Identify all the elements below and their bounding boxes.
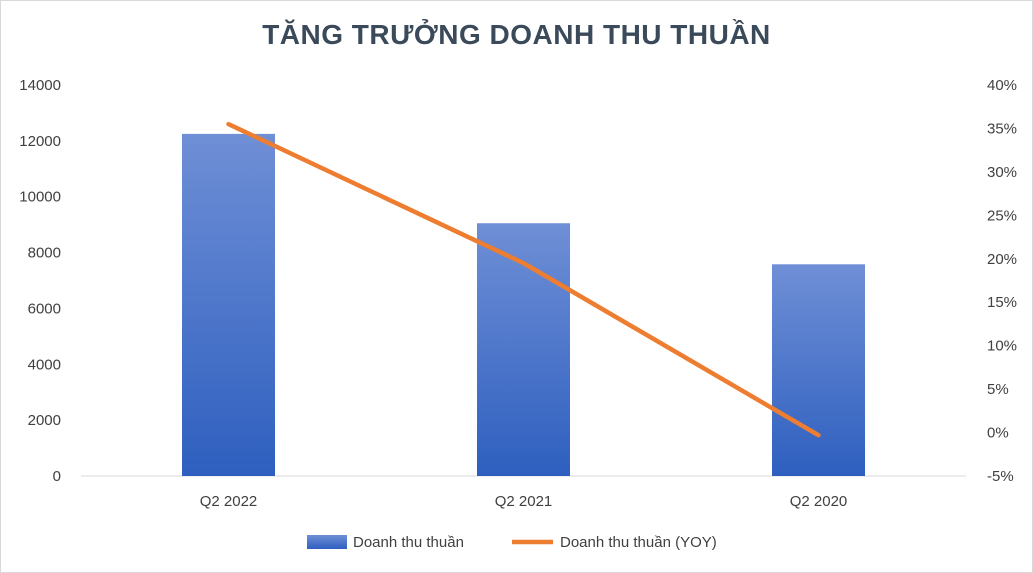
right-axis-tick-label: 30% (987, 164, 1017, 181)
bar (182, 133, 275, 476)
right-axis-tick-label: 25% (987, 207, 1017, 224)
x-axis-tick-label: Q2 2021 (495, 493, 553, 510)
right-axis-tick-label: 40% (987, 77, 1017, 94)
right-axis-tick-label: 0% (987, 425, 1009, 442)
right-axis-tick-label: 35% (987, 120, 1017, 137)
right-axis-tick-label: 20% (987, 251, 1017, 268)
left-axis-tick-label: 4000 (28, 356, 61, 373)
x-axis-tick-label: Q2 2020 (790, 493, 848, 510)
left-axis-tick-label: 8000 (28, 245, 61, 262)
left-axis-tick-label: 6000 (28, 300, 61, 317)
left-axis-tick-label: 2000 (28, 412, 61, 429)
left-axis-tick-label: 0 (53, 468, 61, 485)
legend-bar-label: Doanh thu thuần (353, 534, 464, 551)
right-axis-tick-label: 10% (987, 338, 1017, 355)
chart-title: TĂNG TRƯỞNG DOANH THU THUẦN (262, 19, 771, 50)
legend-bar-swatch (307, 535, 347, 549)
right-axis-tick-label: 15% (987, 294, 1017, 311)
left-axis-tick-label: 10000 (19, 189, 61, 206)
legend-line-label: Doanh thu thuần (YOY) (560, 534, 717, 551)
right-axis-tick-label: -5% (987, 468, 1014, 485)
yoy-line (226, 121, 821, 438)
left-axis-tick-label: 14000 (19, 77, 61, 94)
left-axis-tick-label: 12000 (19, 133, 61, 150)
right-axis-tick-label: 5% (987, 381, 1009, 398)
x-axis-tick-label: Q2 2022 (200, 493, 258, 510)
bar (772, 264, 865, 476)
